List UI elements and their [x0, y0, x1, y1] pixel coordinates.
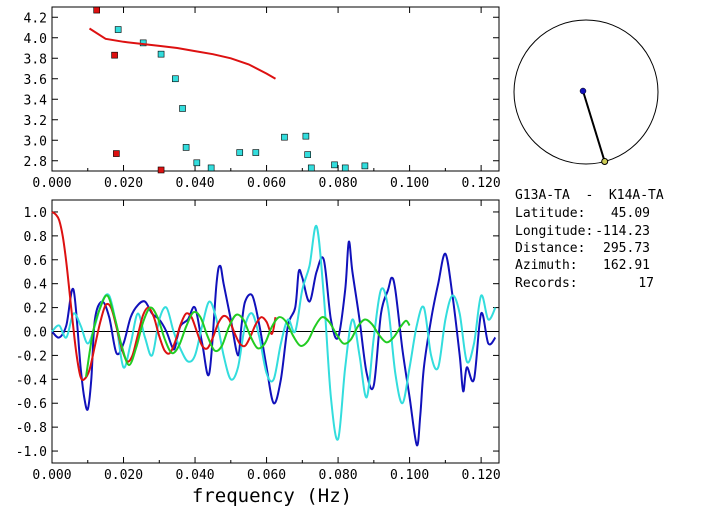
x-axis-label: frequency (Hz): [192, 485, 352, 507]
top-ytick-label: 3.2: [24, 114, 47, 129]
bottom-ytick-label: -1.0: [16, 445, 47, 460]
bottom-ytick-label: 0.6: [24, 254, 47, 269]
bottom-ytick-label: 0.0: [24, 326, 47, 341]
cyan-measurements-point: [157, 50, 165, 58]
bottom-ytick-label: 0.8: [24, 230, 47, 245]
station-info-panel: G13A-TA - K14A-TA Latitude: 45.09 Longit…: [515, 188, 664, 291]
observed-blue-line: [51, 240, 497, 447]
top-xtick-label: 0.100: [390, 176, 429, 191]
cyan-measurements-point: [304, 151, 311, 158]
cyan-measurements-point: [331, 161, 338, 169]
top-ytick-label: 3.4: [24, 93, 48, 108]
bottom-xtick-label: 0.000: [32, 468, 71, 483]
azimuth-end-marker: [601, 158, 609, 166]
latitude-value: 45.09: [611, 206, 650, 221]
cyan-measurements-point: [252, 149, 260, 156]
top-ytick-label: 3.0: [24, 134, 47, 149]
azimuth-value: 162.91: [603, 258, 650, 273]
cyan-measurements-point: [182, 144, 190, 151]
station-pair: G13A-TA - K14A-TA: [515, 188, 664, 203]
dispersion-plot: 0.000 0.020 0.040 0.060 0.080 0.100 0.120 2.8 3.…: [24, 6, 501, 191]
top-xtick-label: 0.120: [462, 176, 501, 191]
azimuth-circle: [513, 19, 659, 165]
top-ytick-label: 3.8: [24, 52, 47, 67]
cyan-measurements-point: [236, 149, 244, 156]
distance-value: 295.73: [603, 241, 650, 256]
correlation-plot: 0.000 0.020 0.040 0.060 0.080 0.100 0.120 1.0 0.…: [16, 199, 501, 507]
top-ytick-label: 2.8: [24, 155, 47, 170]
bottom-ytick-label: -0.4: [16, 373, 47, 388]
dispersion-axis-ticks: 0.000 0.020 0.040 0.060 0.080 0.100 0.120 2.8 3.…: [24, 7, 501, 191]
top-xtick-label: 0.020: [104, 176, 143, 191]
records-value: 17: [638, 276, 654, 291]
bottom-ytick-label: 0.2: [24, 302, 47, 317]
red-measurements-point: [93, 6, 100, 14]
top-xtick-label: 0.080: [319, 176, 358, 191]
model-green-line: [85, 294, 411, 378]
cyan-measurements-point: [302, 132, 310, 140]
bottom-xtick-label: 0.020: [104, 468, 143, 483]
cyan-measurements-point: [281, 133, 288, 141]
dispersion-plot-frame: [51, 6, 500, 172]
distance-label: Distance:: [515, 241, 585, 256]
cyan-measurements-point: [179, 105, 186, 112]
bottom-xtick-label: 0.040: [175, 468, 214, 483]
bottom-xtick-label: 0.060: [247, 468, 286, 483]
top-ytick-label: 4.2: [24, 11, 47, 26]
top-ytick-label: 3.6: [24, 73, 47, 88]
cyan-measurements-point: [172, 75, 179, 83]
top-xtick-label: 0.060: [247, 176, 286, 191]
top-ytick-label: 4.0: [24, 32, 47, 47]
cyan-measurements-point: [341, 164, 349, 172]
cyan-measurements-point: [361, 162, 369, 170]
bottom-ytick-label: -0.8: [16, 421, 47, 436]
station-marker: [579, 87, 587, 95]
records-label: Records:: [515, 276, 578, 291]
cyan-measurements-point: [114, 26, 122, 33]
red-measurements-point: [111, 51, 118, 59]
red-measurements-point: [157, 166, 165, 174]
correlation-axis-ticks: 0.000 0.020 0.040 0.060 0.080 0.100 0.120 1.0 0.…: [16, 200, 501, 483]
red-measurements-point: [113, 150, 120, 157]
bottom-ytick-label: -0.2: [16, 349, 47, 364]
longitude-value: -114.23: [595, 224, 650, 239]
bottom-ytick-label: -0.6: [16, 397, 47, 412]
bottom-ytick-label: 1.0: [24, 206, 47, 221]
top-xtick-label: 0.040: [175, 176, 214, 191]
prediction-curve: [88, 27, 276, 80]
bottom-ytick-label: 0.4: [24, 278, 48, 293]
bottom-xtick-label: 0.100: [390, 468, 429, 483]
correlation-series: [51, 211, 497, 447]
dispersion-series: [88, 6, 369, 174]
cyan-measurements-point: [307, 164, 315, 172]
top-xtick-label: 0.000: [32, 176, 71, 191]
cyan-measurements-point: [193, 159, 201, 167]
longitude-label: Longitude:: [515, 224, 593, 239]
latitude-label: Latitude:: [515, 206, 585, 221]
cyan-measurements-point: [207, 164, 215, 172]
model-red-line: [51, 211, 277, 382]
azimuth-path-line: [582, 90, 606, 162]
bottom-xtick-label: 0.120: [462, 468, 501, 483]
azimuth-label: Azimuth:: [515, 258, 578, 273]
azimuth-map: [513, 19, 659, 166]
bottom-xtick-label: 0.080: [319, 468, 358, 483]
